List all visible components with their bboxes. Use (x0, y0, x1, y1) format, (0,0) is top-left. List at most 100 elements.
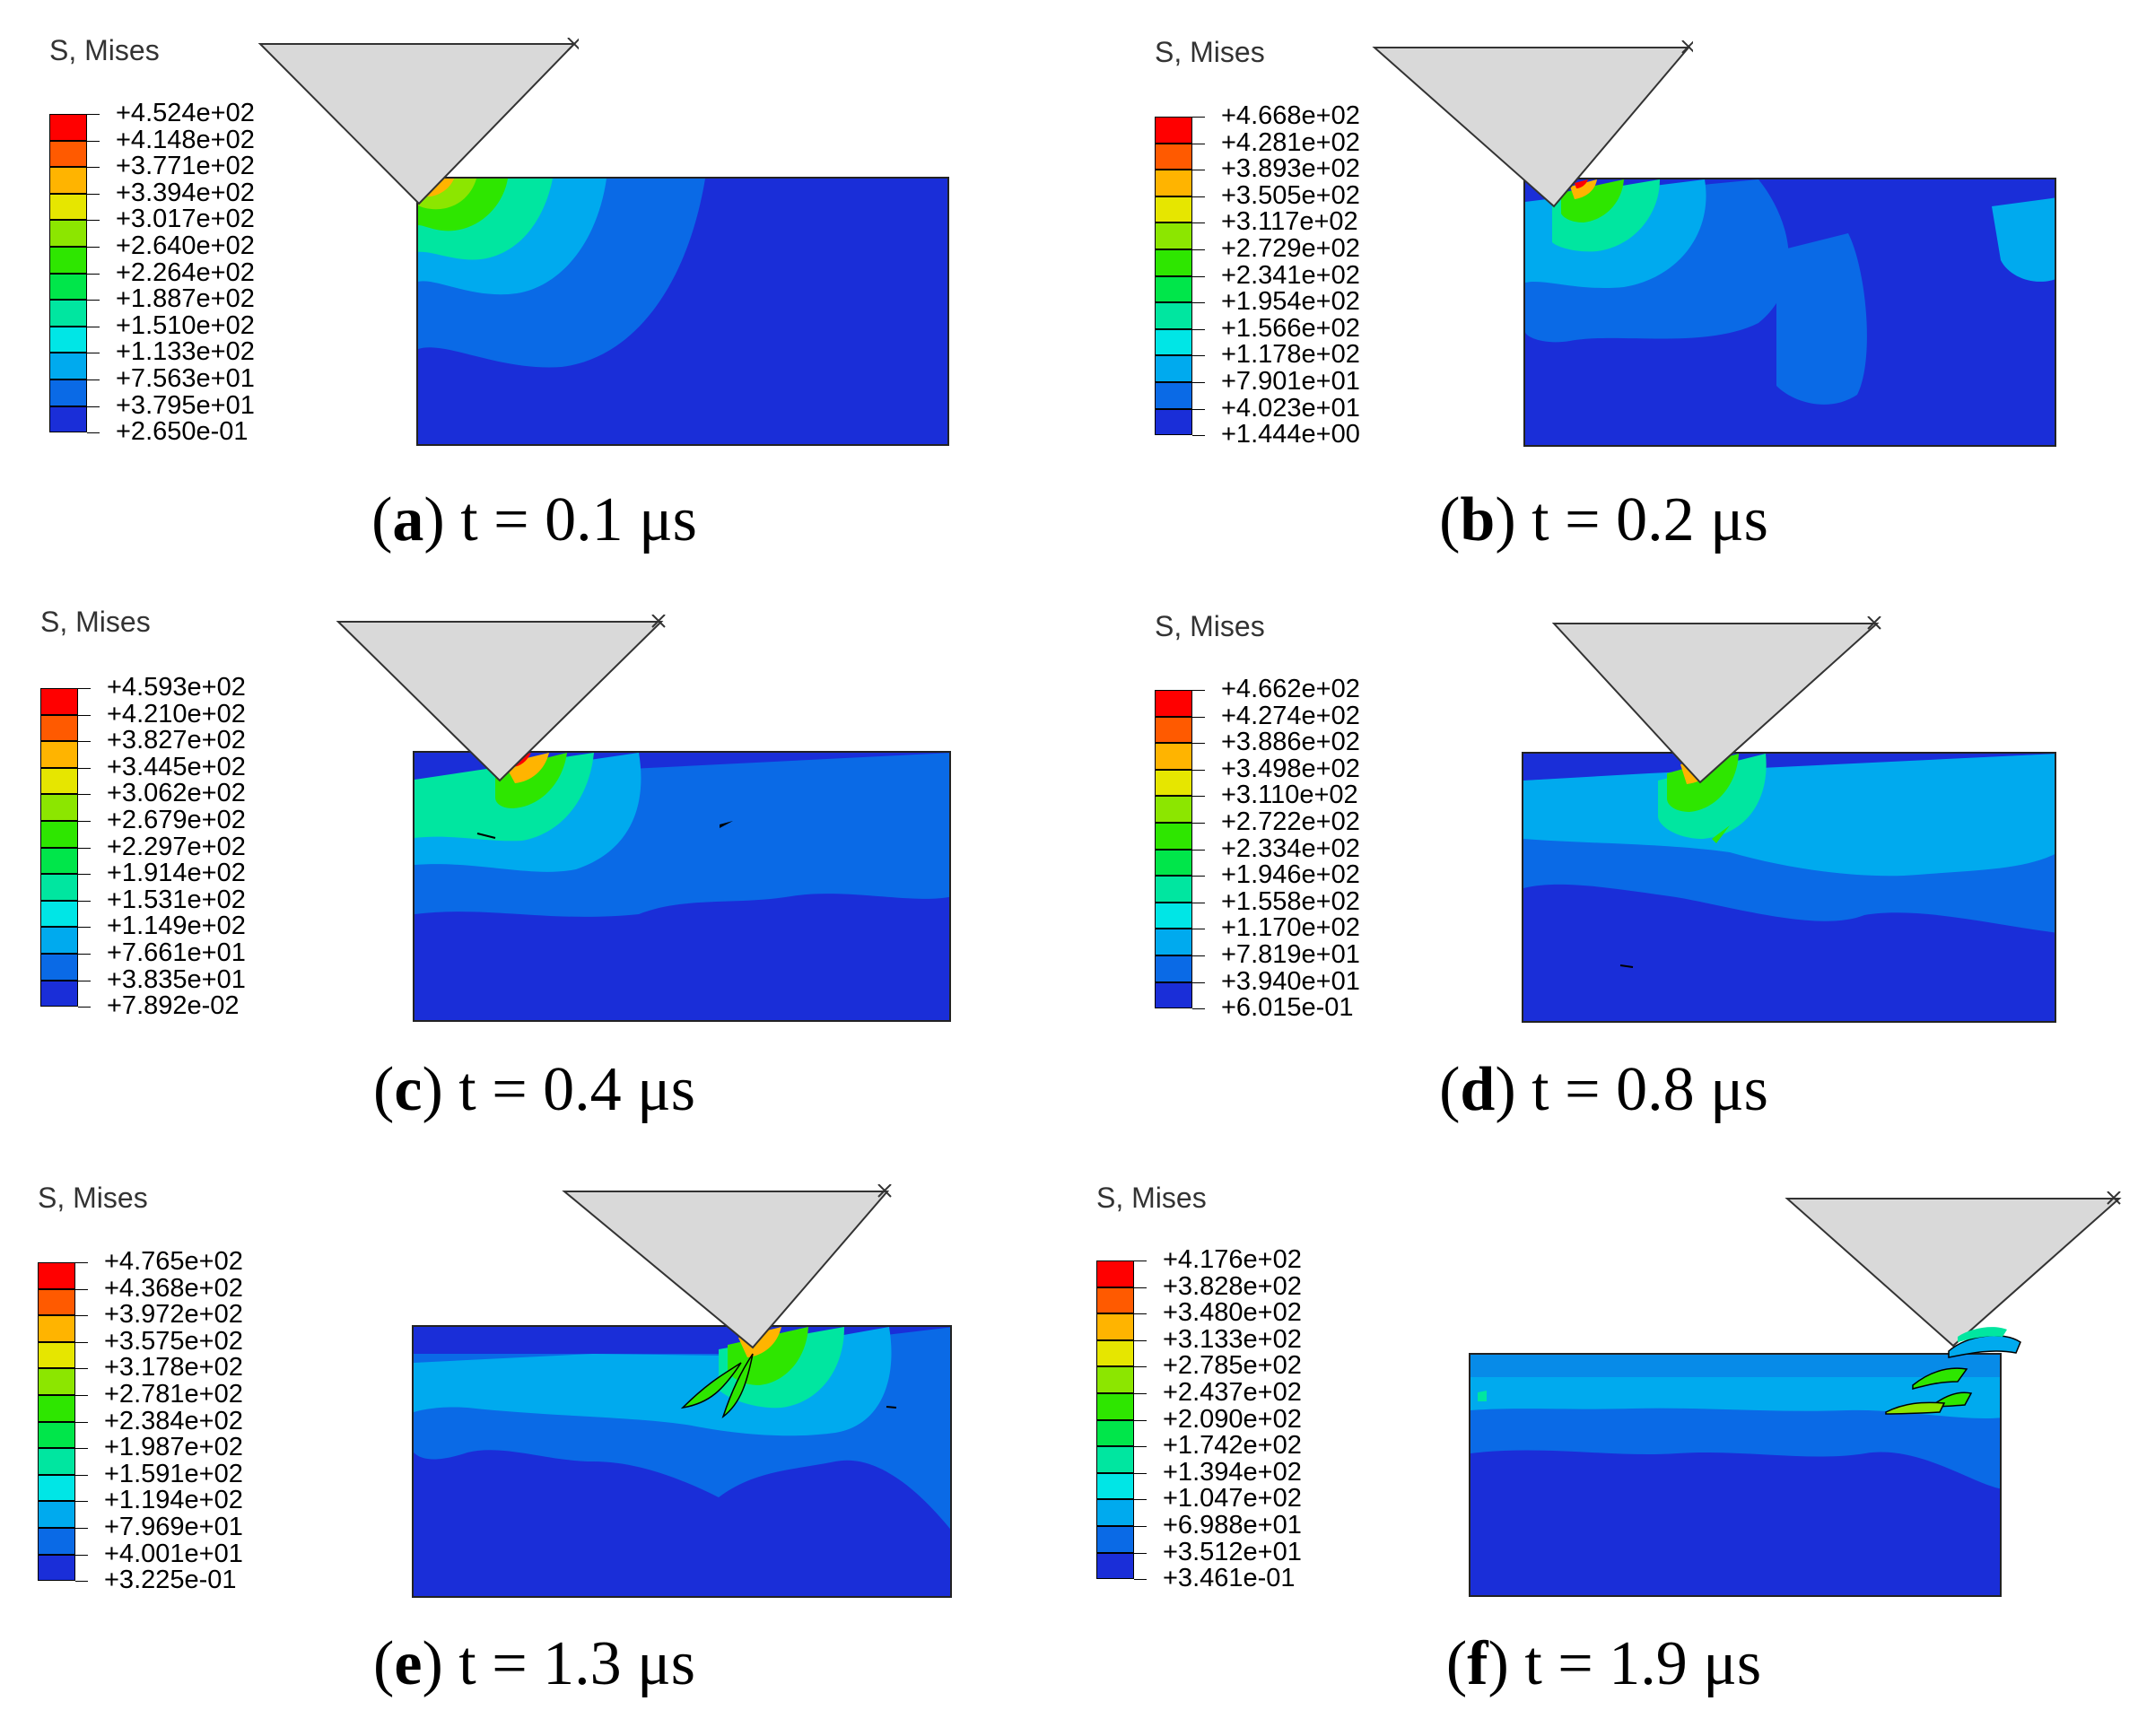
legend-label: +3.512e+01 (1163, 1537, 1302, 1566)
legend-swatch (1155, 196, 1192, 223)
legend-label: +1.887e+02 (116, 284, 255, 314)
panel-caption: (b) t = 0.2 μs (1439, 485, 1768, 554)
legend-label: +3.972e+02 (104, 1300, 243, 1330)
legend-label: +3.940e+01 (1221, 966, 1360, 996)
legend-label: +3.828e+02 (1163, 1271, 1302, 1301)
legend-swatch (38, 1315, 75, 1342)
legend-swatch (49, 273, 87, 301)
legend-label: +3.893e+02 (1221, 154, 1360, 184)
cutting-tool (1372, 40, 1693, 208)
legend-swatch (49, 114, 87, 141)
legend-label: +4.210e+02 (107, 699, 246, 728)
cutting-tool (1785, 1191, 2122, 1348)
legend-label: +1.914e+02 (107, 859, 246, 888)
legend-title: S, Mises (1155, 610, 1265, 642)
legend-swatch (1096, 1419, 1134, 1447)
legend-label: +2.384e+02 (104, 1406, 243, 1435)
legend-swatch (38, 1288, 75, 1316)
legend-label: +4.765e+02 (104, 1247, 243, 1276)
stress-contour-plot (1523, 754, 2055, 1021)
workpiece-contour (1469, 1353, 2002, 1597)
legend-swatch (49, 300, 87, 327)
legend-swatch (40, 927, 78, 954)
legend-swatch (1096, 1499, 1134, 1526)
legend-swatch (1155, 902, 1192, 929)
panel-f: S, Mises +4.176e+02 +3.828e+02 +3.480e+0… (1069, 1157, 2138, 1736)
legend-label: +1.531e+02 (107, 885, 246, 914)
legend-swatch (38, 1421, 75, 1449)
legend-swatch (38, 1474, 75, 1502)
legend-label: +1.742e+02 (1163, 1431, 1302, 1461)
legend-swatch (40, 847, 78, 875)
legend-swatch (1155, 275, 1192, 303)
cutting-tool (336, 615, 666, 782)
legend-swatch (1155, 408, 1192, 436)
legend-swatch (1096, 1261, 1134, 1287)
cutting-tool (1551, 616, 1881, 784)
legend-swatch (1155, 382, 1192, 409)
legend-label: +1.444e+00 (1221, 420, 1360, 449)
legend-label: +1.946e+02 (1221, 860, 1360, 890)
chip-fragments (1885, 1327, 2021, 1415)
stress-contour-plot (1525, 179, 2055, 445)
legend-label: +3.133e+02 (1163, 1324, 1302, 1354)
legend-swatch (40, 767, 78, 795)
legend-swatch (49, 167, 87, 194)
legend-swatch (1096, 1526, 1134, 1553)
legend-swatch (1155, 328, 1192, 356)
legend-swatch (1155, 222, 1192, 249)
panel-caption: (e) t = 1.3 μs (373, 1629, 695, 1698)
legend-swatch (38, 1528, 75, 1555)
legend-swatch (38, 1262, 75, 1289)
legend-swatch (1096, 1446, 1134, 1473)
legend-swatch (1155, 876, 1192, 903)
legend-label: +4.524e+02 (116, 99, 255, 127)
legend-label: +2.679e+02 (107, 806, 246, 834)
stress-contour-plot (414, 1327, 950, 1596)
legend-label: +3.575e+02 (104, 1326, 243, 1356)
legend-label: +2.781e+02 (104, 1380, 243, 1409)
legend-swatch (49, 406, 87, 433)
legend-label: +6.015e-01 (1221, 993, 1354, 1022)
legend-label: +3.795e+01 (116, 390, 255, 420)
legend-swatch (40, 874, 78, 901)
legend-title: S, Mises (38, 1182, 148, 1214)
legend-swatch (1096, 1552, 1134, 1580)
legend-label: +2.640e+02 (116, 231, 255, 260)
legend-label: +3.771e+02 (116, 152, 255, 181)
legend-label: +1.170e+02 (1221, 913, 1360, 943)
legend-label: +2.334e+02 (1221, 833, 1360, 863)
legend-swatch (49, 140, 87, 168)
legend-swatch (40, 821, 78, 848)
legend-title: S, Mises (40, 606, 151, 638)
panel-caption: (a) t = 0.1 μs (371, 485, 697, 554)
legend-label: +2.264e+02 (116, 257, 255, 287)
legend-title: S, Mises (49, 34, 160, 66)
legend-swatch (1096, 1472, 1134, 1500)
legend-swatch (1096, 1393, 1134, 1420)
legend-label: +3.394e+02 (116, 178, 255, 207)
legend-label: +2.297e+02 (107, 832, 246, 861)
legend-swatch (49, 193, 87, 221)
workpiece-contour (1523, 178, 2056, 447)
legend-swatch (40, 954, 78, 981)
legend-label: +1.133e+02 (116, 337, 255, 367)
legend-label: +3.480e+02 (1163, 1298, 1302, 1328)
cutting-tool (257, 38, 579, 205)
legend-label: +3.886e+02 (1221, 728, 1360, 757)
panel-caption: (c) t = 0.4 μs (373, 1055, 695, 1124)
legend-label: +1.987e+02 (104, 1433, 243, 1462)
legend-label: +2.722e+02 (1221, 807, 1360, 836)
legend-title: S, Mises (1096, 1182, 1207, 1214)
legend-swatch (40, 900, 78, 928)
legend-label: +1.394e+02 (1163, 1457, 1302, 1487)
legend-swatch (49, 326, 87, 353)
legend-label: +4.176e+02 (1163, 1245, 1302, 1274)
workpiece-contour (1522, 752, 2056, 1023)
legend-label: +7.563e+01 (116, 364, 255, 393)
legend-label: +4.593e+02 (107, 673, 246, 702)
panel-d: S, Mises +4.662e+02 +4.274e+02 +3.886e+0… (1069, 579, 2138, 1157)
legend-label: +7.969e+01 (104, 1513, 243, 1541)
cutting-tool (562, 1184, 892, 1349)
legend-swatch (49, 353, 87, 379)
